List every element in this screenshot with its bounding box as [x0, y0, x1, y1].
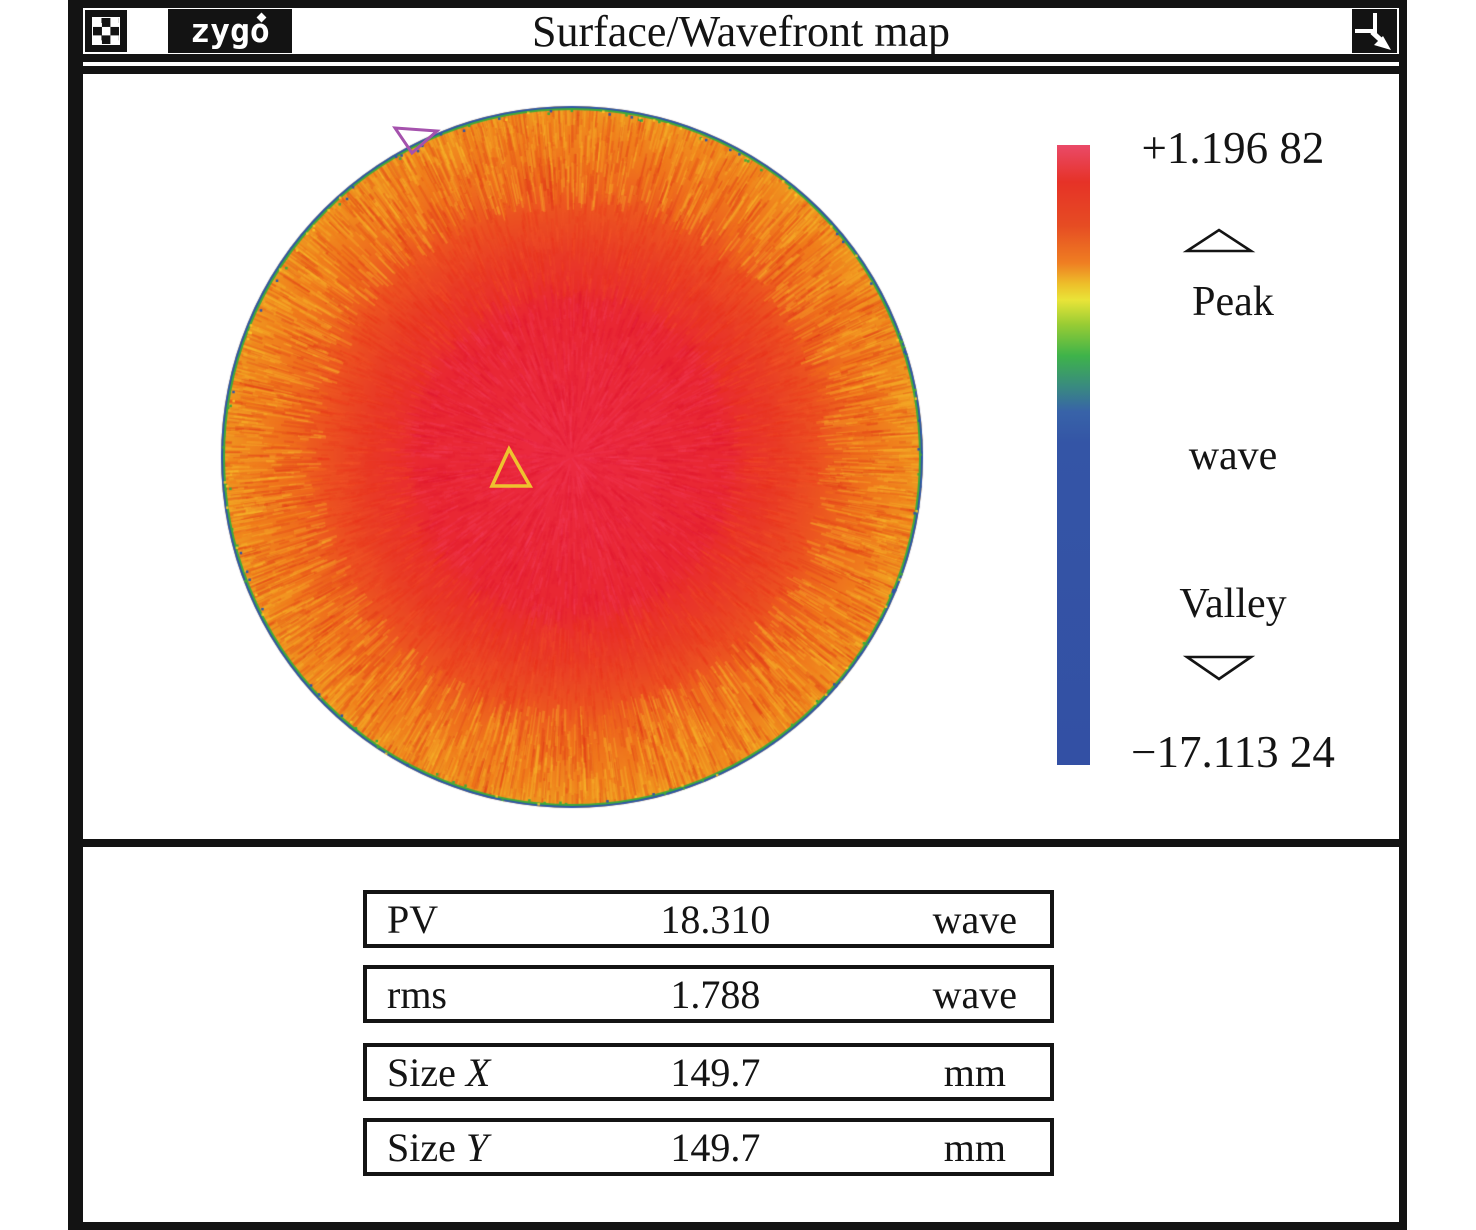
window-title: Surface/Wavefront map	[83, 8, 1399, 54]
wavefront-map-canvas	[217, 102, 927, 812]
stats-panel: PV 18.310 wave rms 1.788 wave Size X 149…	[83, 847, 1399, 1222]
valley-marker-icon	[389, 120, 449, 160]
stat-value: 149.7	[627, 1049, 805, 1096]
stat-row-size-x: Size X 149.7 mm	[363, 1043, 1054, 1101]
legend: +1.196 82 Peak wave Valley −17.113 24	[1073, 74, 1393, 839]
stat-row-size-y: Size Y 149.7 mm	[363, 1118, 1054, 1176]
stat-label: Size Y	[367, 1124, 627, 1171]
peak-marker-icon	[487, 442, 539, 492]
valley-triangle-icon	[1182, 652, 1256, 684]
stat-label: rms	[367, 971, 627, 1018]
wavefront-map-panel: +1.196 82 Peak wave Valley −17.113 24	[83, 74, 1399, 839]
unit-label: wave	[1073, 432, 1393, 480]
stat-label: Size X	[367, 1049, 627, 1096]
stat-label: PV	[367, 896, 627, 943]
scale-min-value: −17.113 24	[1073, 726, 1393, 778]
stat-unit: mm	[900, 1049, 1050, 1096]
stat-value: 18.310	[627, 896, 805, 943]
stat-row-pv: PV 18.310 wave	[363, 890, 1054, 948]
titlebar: zygo Surface/Wavefront map	[83, 8, 1399, 54]
corner-arrow-icon	[1352, 9, 1397, 53]
titlebar-divider	[83, 62, 1399, 66]
scale-max-value: +1.196 82	[1073, 122, 1393, 174]
valley-label: Valley	[1073, 580, 1393, 628]
stat-unit: wave	[900, 896, 1050, 943]
stat-value: 1.788	[627, 971, 805, 1018]
peak-triangle-icon	[1182, 224, 1256, 256]
corner-arrow-button[interactable]	[1352, 9, 1397, 53]
stat-value: 149.7	[627, 1124, 805, 1171]
stat-row-rms: rms 1.788 wave	[363, 965, 1054, 1023]
stat-unit: mm	[900, 1124, 1050, 1171]
app-window: zygo Surface/Wavefront map +1.196 82	[68, 0, 1407, 1230]
stat-unit: wave	[900, 971, 1050, 1018]
peak-label: Peak	[1073, 278, 1393, 326]
